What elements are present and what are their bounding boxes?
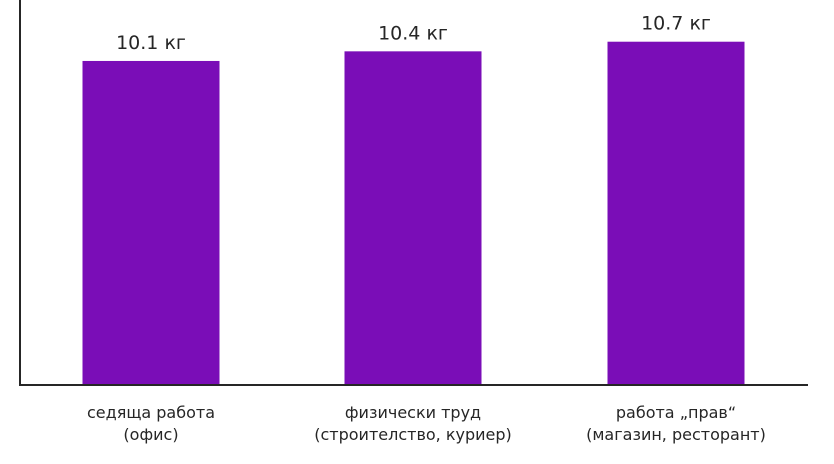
value-label-3: 10.7 кг (641, 13, 711, 35)
category-label-1-line-1: седяща работа (87, 403, 215, 422)
bar-1 (82, 60, 220, 385)
category-label-2-line-2: (строителство, куриер) (314, 425, 512, 444)
value-label-2: 10.4 кг (378, 22, 448, 44)
category-label-1-line-2: (офис) (123, 425, 178, 444)
category-label-3-line-2: (магазин, ресторант) (586, 425, 766, 444)
bar-2 (344, 51, 482, 385)
bars-group (82, 41, 745, 385)
bar-3 (607, 41, 745, 385)
value-label-1: 10.1 кг (116, 32, 186, 54)
category-label-2-line-1: физически труд (345, 403, 481, 422)
value-labels-group: 10.1 кг 10.4 кг 10.7 кг (116, 13, 711, 54)
category-labels-group: седяща работа (офис) физически труд (строит… (87, 403, 766, 444)
category-label-3-line-1: работа „прав“ (616, 403, 736, 422)
